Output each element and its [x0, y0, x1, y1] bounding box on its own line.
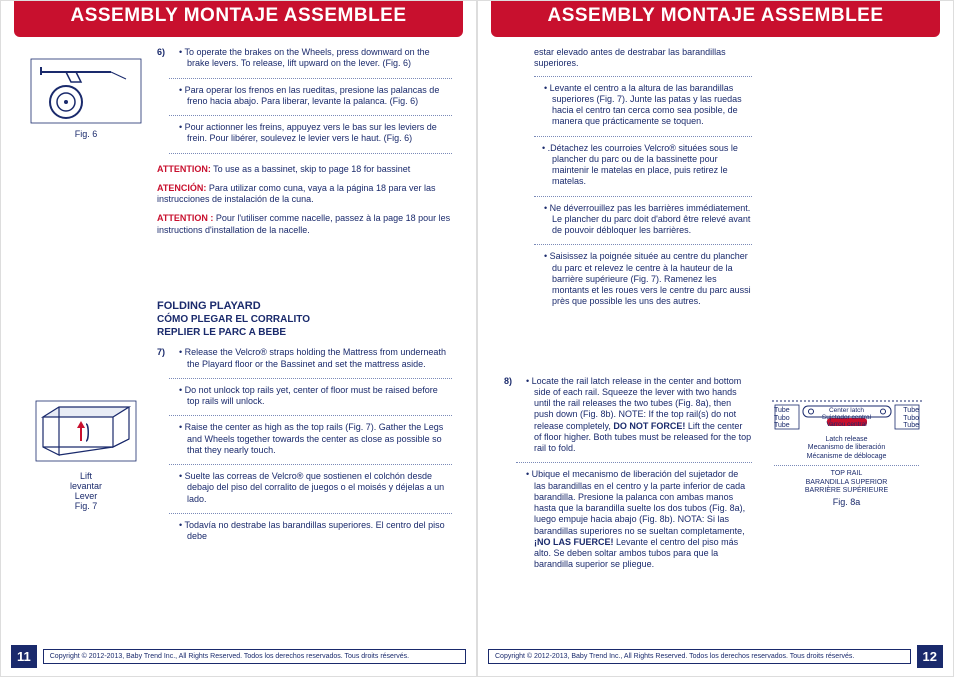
heading-en: FOLDING PLAYARD — [157, 300, 261, 312]
step-6: 6) To operate the brakes on the Wheels, … — [157, 47, 452, 160]
section-banner: ASSEMBLY MONTAJE ASSEMBLEE — [491, 1, 940, 37]
two-page-spread: ASSEMBLY MONTAJE ASSEMBLEE Fig. 6 — [0, 0, 954, 677]
step7-text-en3: Raise the center as high as the top rail… — [169, 422, 452, 456]
no-force-bold-es: ¡NO LAS FUERCE! — [534, 537, 614, 547]
step8-text-en: Locate the rail latch release in the cen… — [516, 376, 752, 455]
step7-text-es2: Todavía no destrabe las barandillas supe… — [169, 520, 452, 543]
step7-text-es: Suelte las correas de Velcro® que sostie… — [169, 471, 452, 505]
divider — [169, 153, 452, 154]
attention-en: ATTENTION: To use as a bassinet, skip to… — [157, 164, 452, 175]
divider — [169, 415, 452, 416]
fig6-caption: Fig. 6 — [25, 129, 147, 139]
top-rail-label: TOP RAIL BARANDILLA SUPERIOR BARRIÈRE SU… — [764, 470, 929, 495]
step7-fr2: Ne déverrouillez pas les barrières imméd… — [534, 203, 752, 237]
divider — [534, 76, 752, 77]
step-6-number: 6) — [157, 47, 165, 58]
figure-7: Lift levantar Lever Fig. 7 — [25, 399, 147, 511]
tube-label-right: TubeTuboTube — [903, 407, 919, 430]
attention-es: ATENCIÓN: Para utilizar como cuna, vaya … — [157, 183, 452, 206]
step6-text-en: To operate the brakes on the Wheels, pre… — [169, 47, 452, 70]
attn-label: ATTENTION: — [157, 164, 211, 174]
page11-content: Fig. 6 Lift levantar Lever Fig. 7 — [1, 37, 476, 550]
page-11: ASSEMBLY MONTAJE ASSEMBLEE Fig. 6 — [0, 0, 477, 677]
page-number: 12 — [917, 645, 943, 668]
left-column: Fig. 6 Lift levantar Lever Fig. 7 — [25, 47, 147, 550]
step-8-number: 8) — [504, 376, 512, 387]
fig7-lift-fr: Lever — [25, 491, 147, 501]
copyright-text: Copyright © 2012-2013, Baby Trend Inc., … — [43, 649, 466, 664]
divider — [169, 78, 452, 79]
heading-es: CÓMO PLEGAR EL CORRALITO — [157, 314, 310, 325]
wheel-brake-icon — [26, 57, 146, 127]
page-12: ASSEMBLY MONTAJE ASSEMBLEE estar elevado… — [477, 0, 954, 677]
no-force-bold: DO NOT FORCE! — [613, 421, 685, 431]
text-column: estar elevado antes de destrabar las bar… — [502, 47, 754, 579]
divider — [534, 244, 752, 245]
attn-text: To use as a bassinet, skip to page 18 fo… — [211, 164, 410, 174]
divider — [534, 196, 752, 197]
step7-text-en: Release the Velcro® straps holding the M… — [169, 347, 452, 370]
step7-fr1: .Détachez les courroies Velcro® situées … — [534, 143, 752, 188]
fig7-caption: Fig. 7 — [25, 501, 147, 511]
page12-content: estar elevado antes de destrabar las bar… — [478, 37, 953, 579]
divider — [169, 378, 452, 379]
attn-label: ATENCIÓN: — [157, 183, 206, 193]
step8-text-es: Ubique el mecanismo de liberación del su… — [516, 469, 752, 570]
divider — [169, 464, 452, 465]
folding-heading: FOLDING PLAYARD CÓMO PLEGAR EL CORRALITO… — [157, 300, 452, 340]
heading-fr: REPLIER LE PARC A BEBE — [157, 327, 286, 338]
step7-es-cont2: Levante el centro a la altura de las bar… — [534, 83, 752, 128]
right-column: 6) To operate the brakes on the Wheels, … — [157, 47, 452, 550]
divider — [774, 465, 919, 466]
copyright-text: Copyright © 2012-2013, Baby Trend Inc., … — [488, 649, 911, 664]
figure-8a: TubeTuboTube Center latchSujetador centr… — [764, 397, 929, 507]
page-number: 11 — [11, 645, 37, 668]
step6-text-es: Para operar los frenos en las rueditas, … — [169, 85, 452, 108]
center-latch-label: Center latchSujetador centralVarrou cent… — [822, 407, 871, 430]
section-banner: ASSEMBLY MONTAJE ASSEMBLEE — [14, 1, 463, 37]
step6-text-fr: Pour actionner les freins, appuyez vers … — [169, 122, 452, 145]
tube-label-left: TubeTuboTube — [774, 407, 790, 430]
divider — [169, 115, 452, 116]
page-footer: 11 Copyright © 2012-2013, Baby Trend Inc… — [1, 645, 476, 668]
fig8a-caption: Fig. 8a — [764, 497, 929, 507]
figure-6: Fig. 6 — [25, 57, 147, 139]
attention-fr: ATTENTION : Pour l'utiliser comme nacell… — [157, 213, 452, 236]
page-footer: Copyright © 2012-2013, Baby Trend Inc., … — [478, 645, 953, 668]
diagram-column: TubeTuboTube Center latchSujetador centr… — [764, 47, 929, 579]
step7-es-continued: estar elevado antes de destrabar las bar… — [534, 47, 752, 70]
divider — [534, 136, 752, 137]
step7-fr3: Saisissez la poignée située au centre du… — [534, 251, 752, 307]
step7-text-en2: Do not unlock top rails yet, center of f… — [169, 385, 452, 408]
fig7-lift-es: levantar — [25, 481, 147, 491]
step-8: 8) Locate the rail latch release in the … — [504, 376, 752, 579]
playard-fold-icon — [31, 399, 141, 469]
step-7: 7) Release the Velcro® straps holding th… — [157, 347, 452, 550]
latch-release-label: Latch release Mecanismo de liberación Mé… — [764, 436, 929, 461]
step-7-number: 7) — [157, 347, 165, 358]
attn-label: ATTENTION : — [157, 213, 213, 223]
divider — [516, 462, 752, 463]
fig7-lift-en: Lift — [25, 471, 147, 481]
divider — [169, 513, 452, 514]
